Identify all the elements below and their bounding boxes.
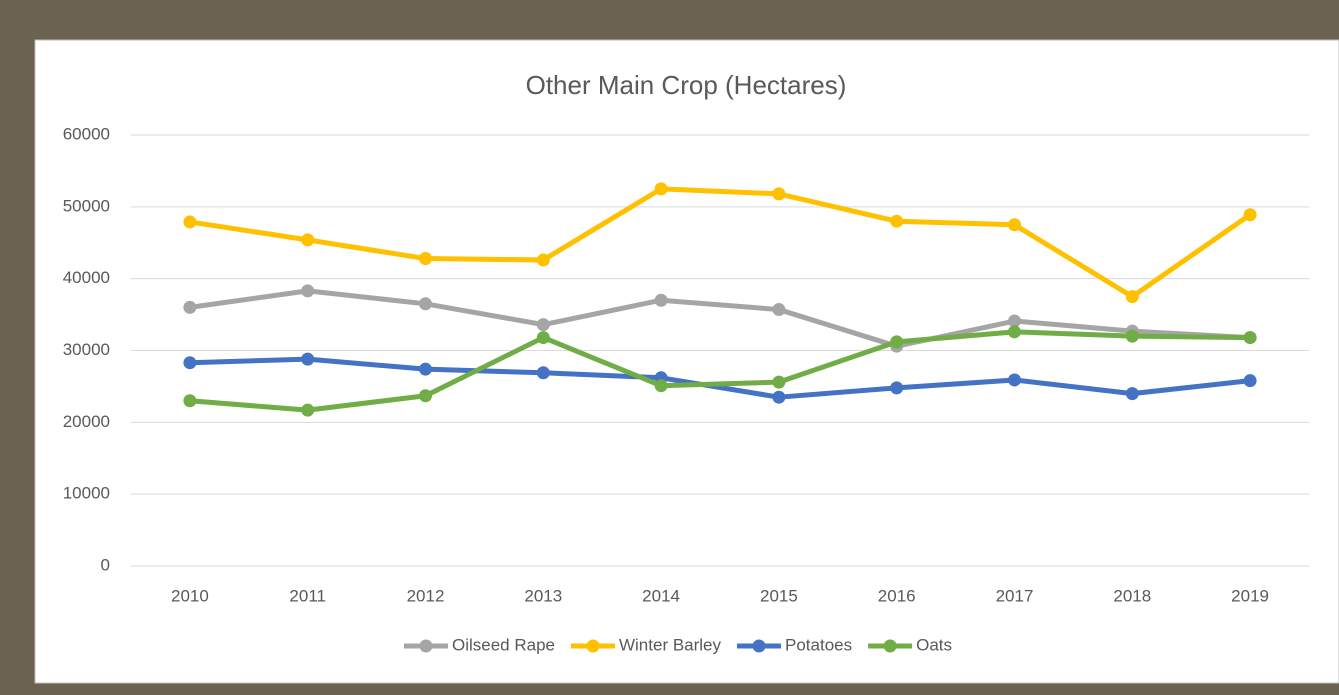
x-tick-label: 2018 — [1113, 586, 1151, 605]
series-line — [187, 356, 1253, 400]
point — [183, 300, 197, 314]
point — [536, 253, 550, 267]
series-line — [187, 186, 1253, 300]
legend-marker — [586, 639, 600, 653]
point — [772, 375, 786, 389]
y-tick-label: 10000 — [63, 484, 110, 503]
point — [536, 366, 550, 380]
point — [654, 293, 668, 307]
point — [183, 215, 197, 229]
point — [772, 187, 786, 201]
legend-label: Oats — [916, 635, 952, 654]
point — [301, 352, 315, 366]
legend-label: Winter Barley — [619, 635, 722, 654]
point — [1125, 329, 1139, 343]
point — [419, 389, 432, 403]
x-tick-label: 2016 — [878, 586, 916, 605]
y-tick-label: 20000 — [63, 412, 110, 431]
legend-label: Oilseed Rape — [452, 635, 555, 654]
point — [1243, 208, 1257, 222]
point — [301, 284, 315, 298]
point — [1008, 373, 1021, 387]
legend-label: Potatoes — [785, 635, 852, 654]
point — [1243, 374, 1257, 388]
x-tick-label: 2015 — [760, 586, 798, 605]
x-tick-label: 2017 — [996, 586, 1034, 605]
point — [419, 297, 432, 311]
point — [1125, 387, 1139, 401]
point — [183, 394, 197, 408]
legend-marker — [419, 639, 433, 653]
point — [1008, 314, 1021, 328]
point — [301, 233, 315, 247]
y-tick-label: 0 — [101, 555, 110, 574]
point — [1008, 325, 1021, 339]
point — [890, 335, 904, 349]
point — [1125, 290, 1139, 304]
series-line — [187, 288, 1253, 349]
point — [301, 403, 315, 417]
series-line — [187, 329, 1253, 413]
legend-marker — [883, 639, 897, 653]
chart-title: Other Main Crop (Hectares) — [526, 70, 847, 100]
x-tick-label: 2011 — [289, 586, 326, 605]
y-tick-label: 40000 — [63, 268, 110, 287]
x-tick-label: 2010 — [171, 586, 209, 605]
y-tick-label: 50000 — [63, 196, 110, 215]
x-tick-label: 2014 — [642, 586, 680, 605]
point — [419, 362, 432, 376]
point — [536, 318, 550, 332]
point — [419, 252, 432, 266]
point — [772, 390, 786, 404]
point — [890, 381, 904, 395]
point — [183, 356, 197, 370]
y-tick-label: 30000 — [63, 340, 110, 359]
point — [772, 303, 786, 317]
x-tick-label: 2013 — [524, 586, 562, 605]
point — [654, 379, 668, 393]
y-tick-label: 60000 — [63, 124, 110, 143]
point — [890, 214, 904, 228]
point — [536, 331, 550, 345]
point — [1243, 331, 1257, 345]
x-tick-label: 2019 — [1231, 586, 1269, 605]
legend-marker — [752, 639, 766, 653]
point — [654, 182, 668, 196]
x-tick-label: 2012 — [407, 586, 445, 605]
point — [1008, 218, 1021, 232]
